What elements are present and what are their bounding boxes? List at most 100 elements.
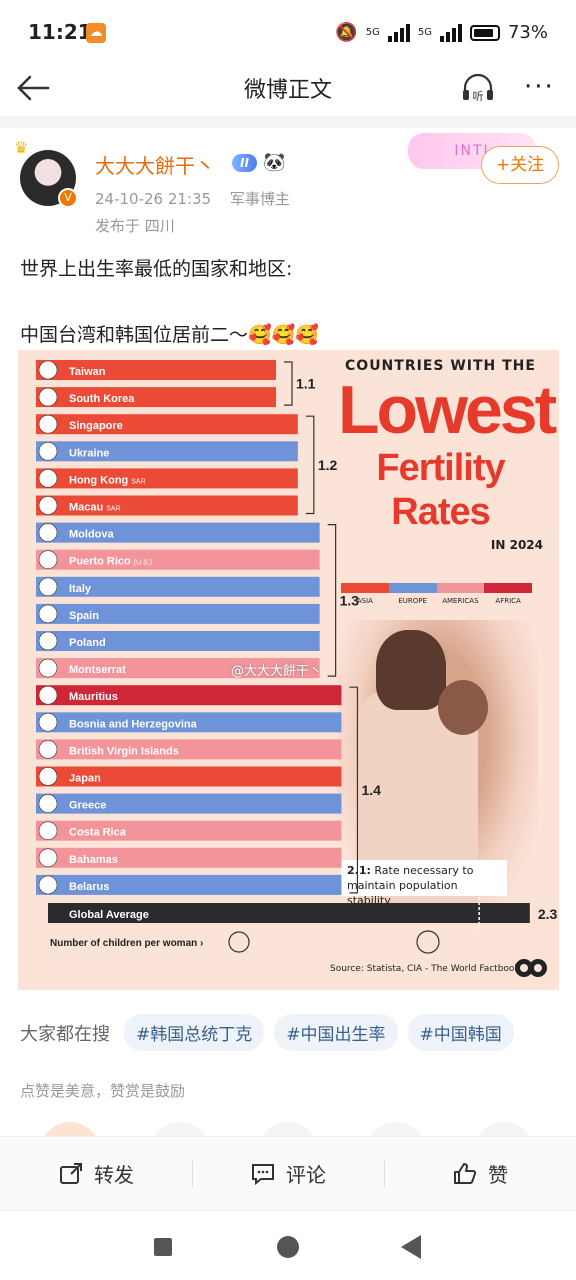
like-button[interactable]: 赞 bbox=[384, 1137, 576, 1210]
bar bbox=[36, 820, 342, 841]
group-bracket bbox=[327, 524, 337, 677]
trending-searches: 大家都在搜 #韩国总统丁克 #中国出生率 #中国韩国 bbox=[20, 1014, 514, 1051]
flag-icon bbox=[38, 360, 58, 380]
trending-tag[interactable]: #中国出生率 bbox=[274, 1014, 398, 1051]
bar bbox=[36, 874, 342, 895]
flag-icon bbox=[38, 658, 58, 678]
flag-icon bbox=[38, 387, 58, 407]
signal-label-2: 5G bbox=[417, 27, 432, 38]
group-bracket bbox=[305, 415, 315, 515]
legend-item: EUROPE bbox=[388, 583, 437, 609]
top-navbar: 微博正文 听 ··· bbox=[0, 64, 576, 110]
trending-label: 大家都在搜 bbox=[20, 1023, 110, 1045]
bar-label-suffix: SAR bbox=[131, 478, 145, 485]
flag-icon bbox=[38, 712, 58, 732]
bar bbox=[36, 712, 342, 733]
legend-swatch bbox=[388, 583, 437, 593]
app-notification-icon: ☁ bbox=[86, 23, 106, 43]
post-text-line-2: 中国台湾和韩国位居前二～🥰🥰🥰 bbox=[20, 324, 319, 346]
post-location: 发布于 四川 bbox=[95, 217, 175, 235]
bar bbox=[36, 685, 342, 706]
title-year: IN 2024 bbox=[490, 538, 543, 552]
flag-icon bbox=[38, 631, 58, 651]
global-average-bar bbox=[48, 903, 530, 923]
flag-icon bbox=[38, 496, 58, 515]
flag-icon bbox=[38, 848, 58, 868]
signal-icon bbox=[387, 23, 410, 42]
flag-icon bbox=[38, 523, 58, 542]
bar-label: South Korea bbox=[69, 393, 135, 405]
signal-icon-2 bbox=[439, 23, 462, 42]
flag-icon bbox=[38, 442, 58, 461]
crown-icon: ♛ bbox=[14, 138, 29, 157]
system-nav-bar bbox=[0, 1210, 576, 1280]
bar bbox=[36, 658, 320, 679]
bar-label: Poland bbox=[69, 637, 106, 649]
legend-label: ASIA bbox=[356, 597, 373, 605]
group-value-label: 1.1 bbox=[296, 376, 316, 392]
flag-icon bbox=[38, 740, 58, 759]
global-average-label: Global Average bbox=[69, 909, 149, 921]
chart-source: Source: Statista, CIA - The World Factbo… bbox=[330, 964, 520, 974]
post-text-line-1: 世界上出生率最低的国家和地区: bbox=[20, 258, 293, 280]
user-badges: II 🐼 bbox=[232, 152, 285, 173]
username[interactable]: 大大大餅干丶 bbox=[95, 154, 215, 178]
trending-tag[interactable]: #韩国总统丁克 bbox=[124, 1014, 265, 1051]
flag-icon bbox=[38, 794, 58, 813]
flag-icon bbox=[38, 577, 58, 597]
divider bbox=[0, 116, 576, 128]
system-back-icon[interactable] bbox=[401, 1235, 421, 1259]
bar-label: Spain bbox=[69, 610, 99, 622]
comment-icon bbox=[252, 1163, 274, 1185]
bar-label-suffix: (U.S.) bbox=[134, 560, 152, 567]
title-mid: Fertility Rates bbox=[376, 447, 505, 533]
back-arrow-icon[interactable] bbox=[14, 68, 54, 108]
recent-apps-icon[interactable] bbox=[154, 1238, 172, 1256]
post-action-bar: 转发 评论 赞 bbox=[0, 1136, 576, 1210]
trending-tag[interactable]: #中国韩国 bbox=[407, 1014, 514, 1051]
title-top: COUNTRIES WITH THE bbox=[345, 358, 536, 374]
battery-percent: 73% bbox=[507, 22, 548, 43]
bar bbox=[36, 495, 298, 516]
watermark: @大大大餅干丶 bbox=[231, 664, 323, 679]
bar bbox=[36, 549, 320, 570]
bar-label: Ukraine bbox=[69, 447, 109, 459]
publisher-logo-icon bbox=[515, 959, 547, 977]
infographic-title: COUNTRIES WITH THE Lowest Fertility Rate… bbox=[338, 358, 557, 552]
bar-label-suffix: SAR bbox=[106, 506, 120, 513]
rate-note-text: Rate necessary to maintain population st… bbox=[347, 864, 474, 907]
legend-swatch bbox=[436, 583, 485, 593]
listen-headphone-icon[interactable]: 听 bbox=[460, 70, 496, 106]
rate-note-value: 2.1: bbox=[347, 864, 371, 877]
legend-item: ASIA bbox=[341, 583, 389, 609]
more-options-icon[interactable]: ··· bbox=[524, 72, 555, 102]
title-big: Lowest bbox=[338, 372, 557, 448]
x-axis-label: Number of children per woman › bbox=[50, 938, 203, 949]
group-value-label: 1.4 bbox=[361, 782, 381, 798]
flag-icon bbox=[38, 414, 58, 434]
bar bbox=[36, 739, 342, 760]
group-bracket bbox=[284, 361, 293, 406]
flag-icon bbox=[38, 685, 58, 705]
fertility-infographic-image[interactable]: COUNTRIES WITH THE Lowest Fertility Rate… bbox=[18, 350, 559, 990]
legend-label: AMERICAS bbox=[442, 597, 479, 605]
status-time: 11:21 bbox=[28, 20, 92, 44]
legend-swatch bbox=[484, 583, 532, 593]
comment-button[interactable]: 评论 bbox=[192, 1137, 384, 1210]
group-value-label: 1.2 bbox=[318, 457, 338, 473]
follow-button[interactable]: +关注 bbox=[481, 146, 559, 184]
like-label: 赞 bbox=[488, 1163, 508, 1187]
bar bbox=[36, 468, 298, 489]
legend-label: AFRICA bbox=[495, 597, 521, 605]
bar bbox=[36, 631, 320, 651]
bar bbox=[36, 847, 342, 868]
repost-button[interactable]: 转发 bbox=[0, 1137, 192, 1210]
home-icon[interactable] bbox=[277, 1236, 299, 1258]
bar bbox=[36, 766, 342, 787]
bar bbox=[36, 387, 276, 408]
comment-label: 评论 bbox=[286, 1163, 326, 1187]
avatar[interactable]: ♛ V bbox=[14, 138, 78, 208]
user-category: 军事博主 bbox=[229, 190, 290, 208]
flag-icon bbox=[38, 767, 58, 786]
post-timestamp: 24-10-26 21:35 bbox=[95, 190, 212, 208]
